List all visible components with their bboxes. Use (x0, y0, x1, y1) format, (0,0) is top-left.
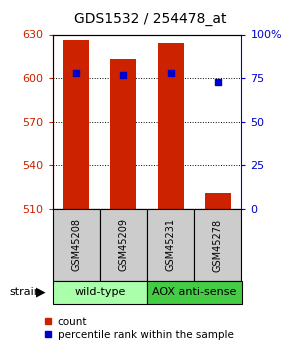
Point (74, 70, 79, 76)
Text: strain: strain (9, 287, 41, 297)
Bar (63, 40, 89, 209)
Point (121, 72, 126, 77)
Bar (194, 209, 242, 281)
Text: GSM45231: GSM45231 (166, 218, 176, 272)
Text: AOX anti-sense: AOX anti-sense (152, 287, 236, 297)
Bar (110, 59, 136, 209)
Bar (205, 193, 231, 209)
Point (215, 79, 220, 84)
Bar (158, 43, 184, 209)
Point (168, 70, 173, 76)
Bar (100, 209, 147, 281)
Bar (147, 281, 242, 304)
Text: GDS1532 / 254478_at: GDS1532 / 254478_at (74, 12, 226, 26)
Text: GSM45278: GSM45278 (213, 218, 223, 272)
Bar (147, 209, 194, 281)
Legend: count, percentile rank within the sample: count, percentile rank within the sample (44, 317, 234, 341)
Text: GSM45208: GSM45208 (71, 218, 81, 272)
Bar (52, 281, 147, 304)
Text: GSM45209: GSM45209 (118, 218, 128, 272)
Text: ▶: ▶ (36, 286, 45, 299)
Bar (52, 209, 100, 281)
Text: wild-type: wild-type (74, 287, 125, 297)
